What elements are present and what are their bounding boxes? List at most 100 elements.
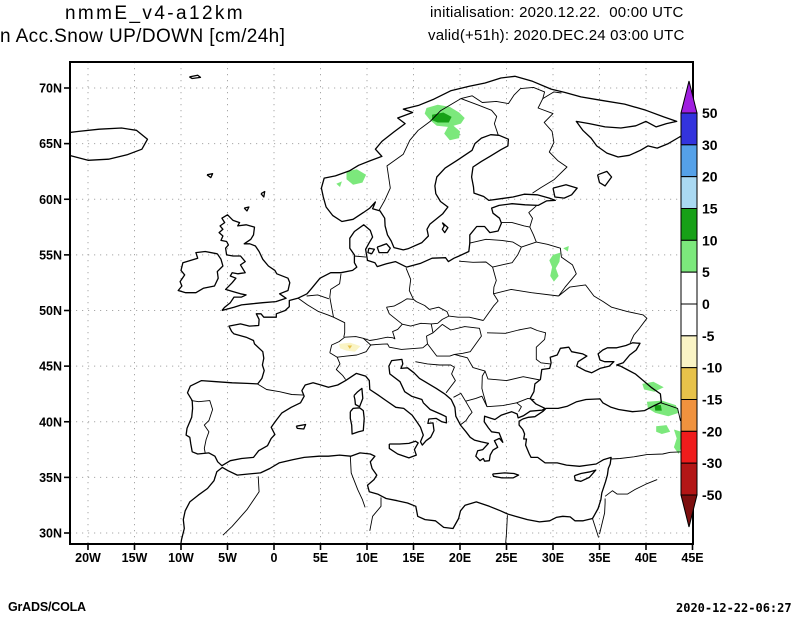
country-border <box>405 268 414 300</box>
colorbar-label: -20 <box>702 423 722 439</box>
colorbar-label: 30 <box>702 137 718 153</box>
colorbar-arrow-bottom <box>680 494 698 528</box>
country-border <box>460 98 499 135</box>
colorbar-segment <box>680 335 698 369</box>
lon-tick-label: 0 <box>271 551 278 565</box>
colorbar-segment <box>680 367 698 400</box>
coastline-island <box>367 247 376 255</box>
coastlines <box>70 74 693 544</box>
product-title: n Acc.Snow UP/DOWN [cm/24h] <box>0 26 286 47</box>
colorbar-segment <box>680 462 698 496</box>
country-border <box>460 86 562 105</box>
snow-patch-belarus-russia-spot <box>563 246 569 252</box>
country-border <box>500 205 537 228</box>
lon-tick-label: 15E <box>402 551 424 565</box>
lon-tick-label: 40E <box>635 551 657 565</box>
coastline-island <box>260 190 266 198</box>
country-border <box>386 298 450 327</box>
country-border <box>592 518 600 538</box>
country-border <box>486 327 551 365</box>
coastline-island <box>295 423 307 430</box>
country-borders <box>191 86 693 544</box>
lat-tick-label: 45N <box>39 360 62 374</box>
snow-patch-east-turkey <box>656 425 671 434</box>
coastline-island <box>353 387 364 408</box>
lon-tick-label: 10W <box>168 551 194 565</box>
colorbar-segment <box>680 176 698 210</box>
coastline-island <box>573 469 597 482</box>
country-border <box>465 395 488 407</box>
colorbar-label: -15 <box>702 392 722 408</box>
country-border <box>516 397 535 404</box>
coastline-great-britain <box>218 214 291 312</box>
country-border <box>222 476 260 536</box>
colorbar-label: -10 <box>702 360 722 376</box>
lon-tick-label: 20W <box>75 551 101 565</box>
colorbar-segment <box>680 430 698 464</box>
lat-tick-label: 40N <box>39 415 62 429</box>
model-title: nmmE_v4-a12km <box>64 3 246 24</box>
country-border <box>453 392 466 402</box>
country-border <box>427 323 482 357</box>
country-border <box>536 241 577 297</box>
country-border <box>459 260 499 321</box>
snow-patch-sw-norway <box>346 169 367 185</box>
country-border <box>378 98 462 211</box>
colorbar-label: -50 <box>702 487 722 503</box>
coastline-island <box>596 170 613 187</box>
lat-tick-label: 55N <box>39 248 62 262</box>
lon-tick-label: 25E <box>495 551 517 565</box>
grid <box>70 62 693 544</box>
colorbar-label: -30 <box>702 455 722 471</box>
colorbar-label: 50 <box>702 105 718 121</box>
colorbar-label: 5 <box>702 264 710 280</box>
country-border <box>454 353 541 382</box>
colorbar-label: 10 <box>702 232 718 248</box>
colorbar-segment <box>680 271 698 305</box>
lon-tick-label: 10E <box>356 551 378 565</box>
colorbar-label: 20 <box>702 169 718 185</box>
country-border <box>558 284 648 343</box>
country-border <box>505 515 508 544</box>
country-border <box>363 323 403 341</box>
creation-timestamp: 2020-12-22-06:27 <box>676 601 792 615</box>
country-border <box>349 456 366 508</box>
country-border <box>448 315 484 321</box>
coastline-island <box>349 407 365 435</box>
country-border <box>604 479 658 497</box>
colorbar-segment <box>680 208 698 241</box>
country-border <box>370 343 423 350</box>
country-border <box>532 98 568 194</box>
lon-tick-label: 15W <box>122 551 148 565</box>
colorbar-segment <box>680 303 698 337</box>
lat-tick-label: 70N <box>39 82 62 96</box>
coastline-island <box>388 440 419 459</box>
grads-cola-credit: GrADS/COLA <box>8 600 86 614</box>
coastline-island <box>441 222 449 234</box>
axes: 70N 65N 60N 55N 50N 45N 40N 35N 30N 20W 15W 10W 5W 0 5… <box>39 82 704 566</box>
lon-tick-label: 20E <box>449 551 471 565</box>
country-border <box>306 294 330 300</box>
country-border <box>335 357 346 380</box>
colorbar-label: -5 <box>702 328 715 344</box>
lon-tick-label: 5W <box>218 551 237 565</box>
snow-patch-belarus-russia <box>549 252 561 282</box>
colorbar-segment <box>680 239 698 273</box>
country-border <box>353 255 367 258</box>
coastline-island <box>206 173 214 179</box>
lat-tick-label: 60N <box>39 193 62 207</box>
country-border <box>492 226 537 268</box>
lat-tick-label: 35N <box>39 471 62 485</box>
colorbar-label: 15 <box>702 201 718 217</box>
snow-patch-caucasus-south <box>646 400 679 417</box>
country-border <box>459 400 473 426</box>
country-border <box>369 497 382 531</box>
lon-tick-label: 5E <box>313 551 328 565</box>
lon-tick-label: 30E <box>542 551 564 565</box>
coastline-iceland <box>70 127 149 161</box>
snow-patch-swiss-alps-melt-core <box>347 345 353 349</box>
country-border <box>493 288 559 297</box>
